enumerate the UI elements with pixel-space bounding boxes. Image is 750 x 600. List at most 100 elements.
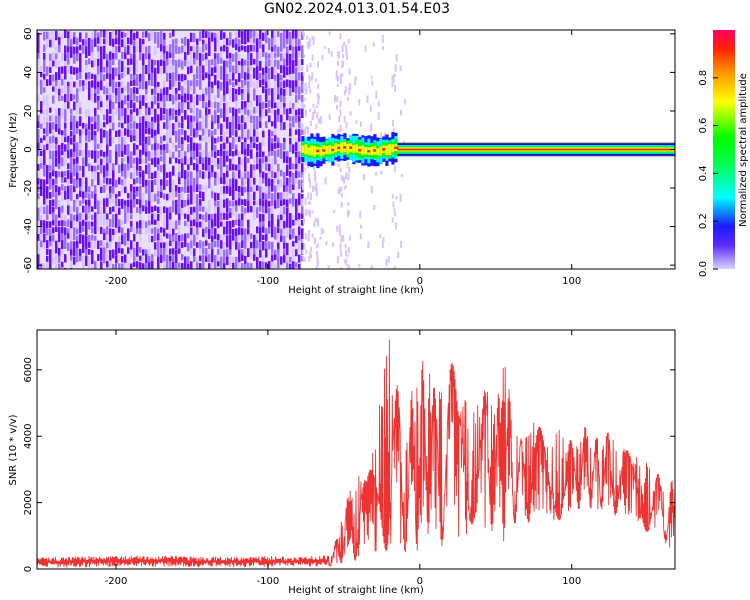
spectrogram-noise-cell bbox=[136, 186, 139, 192]
spectrogram-noise-cell bbox=[187, 121, 190, 130]
spectrogram-noise-cell bbox=[199, 65, 202, 76]
spectrogram-noise-cell bbox=[196, 234, 199, 241]
spectrogram-noise-cell bbox=[256, 226, 259, 235]
spectrogram-noise-cell bbox=[115, 157, 118, 165]
spectrogram-noise-cell bbox=[277, 184, 280, 191]
spectrogram-noise-cell bbox=[280, 32, 283, 42]
spectrogram-noise-cell bbox=[133, 102, 136, 113]
spectrogram-noise-cell bbox=[70, 66, 73, 76]
spectrogram-noise-cell bbox=[76, 72, 79, 81]
spectrogram-noise-cell bbox=[247, 93, 250, 103]
spectrogram-noise-cell bbox=[133, 135, 136, 141]
spectrogram-noise-cell bbox=[301, 206, 304, 214]
spectrogram-noise-cell bbox=[73, 135, 76, 143]
spectrogram-noise-cell bbox=[256, 58, 259, 69]
spectrogram-noise-cell bbox=[55, 60, 58, 68]
spectrogram-noise-cell bbox=[172, 65, 175, 72]
spectrogram-noise-cell bbox=[223, 79, 226, 89]
spectrogram-noise-cell bbox=[193, 116, 196, 122]
spectrogram-noise-cell bbox=[256, 100, 259, 107]
spectrogram-noise-cell bbox=[277, 255, 280, 266]
spectrogram-noise-cell bbox=[100, 37, 103, 47]
spectrogram-noise-cell bbox=[118, 247, 121, 254]
spectrogram-noise-cell bbox=[85, 242, 88, 250]
spectrogram-noise-cell bbox=[61, 240, 64, 249]
spectrogram-noise-cell bbox=[103, 207, 106, 214]
spectrogram-noise-cell bbox=[58, 60, 61, 66]
spectrogram-noise-cell bbox=[268, 144, 271, 152]
spectrogram-noise-cell bbox=[181, 262, 184, 269]
spectrogram-noise-cell bbox=[202, 149, 205, 156]
spectrogram-noise-cell bbox=[238, 60, 241, 69]
spectrogram-noise-cell bbox=[280, 170, 283, 177]
spectrogram-noise-cell bbox=[37, 150, 40, 157]
spectrogram-noise-cell bbox=[301, 163, 304, 174]
spectrogram-noise-cell bbox=[70, 87, 73, 94]
spectrogram-noise-cell bbox=[109, 185, 112, 194]
spectrogram-noise-dot bbox=[349, 83, 352, 91]
spectrogram-noise-cell bbox=[244, 234, 247, 245]
spectrogram-noise-cell bbox=[160, 31, 163, 40]
spectrogram-noise-cell bbox=[73, 178, 76, 188]
spectrogram-noise-cell bbox=[220, 108, 223, 118]
spectrogram-noise-dot bbox=[303, 54, 306, 58]
spectrogram-noise-cell bbox=[124, 254, 127, 263]
spectrogram-noise-cell bbox=[154, 242, 157, 250]
spectrogram-noise-cell bbox=[193, 163, 196, 171]
spectrogram-noise-cell bbox=[205, 121, 208, 129]
spectrogram-noise-dot bbox=[344, 86, 347, 94]
spectrogram-noise-cell bbox=[247, 73, 250, 80]
spectrogram-noise-cell bbox=[124, 95, 127, 105]
spectrogram-noise-cell bbox=[154, 31, 157, 42]
spectrogram-noise-cell bbox=[247, 157, 250, 163]
spectrogram-noise-cell bbox=[130, 263, 133, 269]
spectrogram-noise-cell bbox=[247, 115, 250, 122]
spectrogram-noise-cell bbox=[256, 79, 259, 89]
spectrogram-noise-cell bbox=[220, 235, 223, 245]
spectrogram-noise-cell bbox=[103, 213, 106, 220]
spectrogram-noise-cell bbox=[133, 46, 136, 54]
spectrogram-noise-cell bbox=[169, 52, 172, 58]
spectrogram-noise-cell bbox=[208, 254, 211, 263]
spectrogram-noise-cell bbox=[43, 144, 46, 151]
spectrogram-noise-cell bbox=[103, 219, 106, 226]
spectrogram-noise-cell bbox=[73, 158, 76, 165]
spectrogram-noise-cell bbox=[301, 94, 304, 103]
spectrogram-noise-cell bbox=[223, 38, 226, 45]
spectrogram-noise-cell bbox=[127, 30, 130, 36]
spectrogram-noise-cell bbox=[136, 198, 139, 205]
spectrogram-noise-cell bbox=[73, 249, 76, 256]
spectrogram-noise-cell bbox=[121, 128, 124, 138]
spectrogram-noise-cell bbox=[256, 248, 259, 256]
spectrogram-noise-cell bbox=[40, 186, 43, 196]
spectrogram-noise-cell bbox=[241, 101, 244, 110]
spectrogram-noise-cell bbox=[37, 128, 40, 139]
snr-xlabel: Height of straight line (km) bbox=[288, 585, 424, 596]
spectrogram-noise-dot bbox=[308, 173, 311, 182]
spectrogram-noise-cell bbox=[97, 123, 100, 132]
spectrogram-noise-cell bbox=[226, 46, 229, 55]
spectrogram-noise-dot bbox=[375, 172, 378, 176]
spectrogram-noise-cell bbox=[124, 52, 127, 60]
spectrogram-noise-cell bbox=[91, 130, 94, 141]
spectrogram-noise-cell bbox=[283, 58, 286, 68]
spectrogram-noise-cell bbox=[43, 233, 46, 244]
spectrogram-noise-cell bbox=[37, 172, 40, 181]
spectrogram-noise-cell bbox=[49, 221, 52, 228]
spectrogram-noise-cell bbox=[202, 220, 205, 230]
spectrogram-noise-cell bbox=[232, 271, 235, 277]
snr-frame bbox=[36, 329, 676, 570]
spectrogram-noise-cell bbox=[145, 206, 148, 214]
spectrogram-noise-cell bbox=[205, 52, 208, 63]
spectrogram-noise-cell bbox=[283, 80, 286, 88]
spectrogram-noise-cell bbox=[274, 191, 277, 201]
spectrogram-noise-cell bbox=[184, 52, 187, 61]
spectrogram-noise-dot bbox=[328, 114, 331, 120]
spectrogram-noise-cell bbox=[82, 128, 85, 135]
spectrogram-noise-cell bbox=[112, 235, 115, 241]
spectrogram-noise-dot bbox=[354, 78, 357, 86]
spectrogram-noise-cell bbox=[199, 198, 202, 208]
spectrogram-noise-cell bbox=[178, 115, 181, 123]
spectrogram-noise-cell bbox=[235, 60, 238, 69]
spectrogram-noise-cell bbox=[262, 137, 265, 147]
